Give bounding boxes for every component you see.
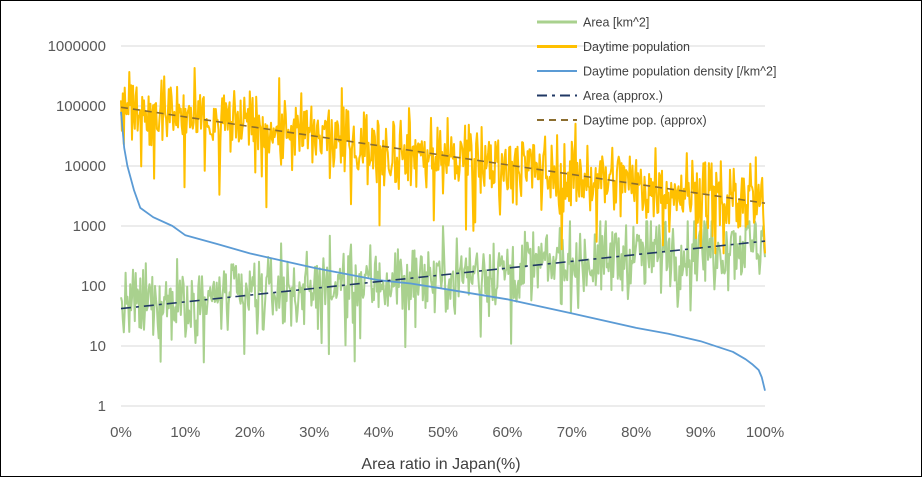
x-tick-label: 70% xyxy=(557,424,587,441)
legend-label-daytime-population: Daytime population xyxy=(583,40,690,54)
legend-label-area-approx: Area (approx.) xyxy=(583,89,663,103)
y-tick-label: 100 xyxy=(81,278,106,295)
legend: Area [km^2] Daytime population Daytime pop… xyxy=(537,16,776,128)
series-line-daytime-population-density-km-2 xyxy=(120,111,766,391)
series-layer xyxy=(120,67,766,391)
legend-label-daytime-pop-approx: Daytime pop. (approx) xyxy=(583,114,707,128)
legend-label-area-km-2: Area [km^2] xyxy=(583,16,649,30)
series-line-daytime-population xyxy=(120,67,766,255)
x-tick-label: 40% xyxy=(364,424,394,441)
series-line-daytime-pop-approx xyxy=(120,106,766,204)
x-tick-label: 80% xyxy=(621,424,651,441)
x-tick-label: 20% xyxy=(235,424,265,441)
y-tick-label: 1000000 xyxy=(48,38,106,55)
x-tick-label: 0% xyxy=(110,424,132,441)
x-tick-label: 50% xyxy=(428,424,458,441)
legend-label-daytime-population-density-km-2: Daytime population density [/km^2] xyxy=(583,65,776,79)
y-tick-label: 1000 xyxy=(73,218,106,235)
y-axis-ticks: 1 10 100 1000 10000 100000 1000000 xyxy=(48,38,106,415)
x-tick-label: 60% xyxy=(492,424,522,441)
y-tick-label: 10 xyxy=(89,338,106,355)
series-line-area-approx xyxy=(120,240,766,310)
x-tick-label: 10% xyxy=(170,424,200,441)
y-tick-label: 1 xyxy=(98,398,106,415)
x-axis-ticks: 0% 10% 20% 30% 40% 50% 60% 70% 80% 90% 100% xyxy=(110,424,784,441)
y-tick-label: 100000 xyxy=(56,98,106,115)
x-tick-label: 30% xyxy=(299,424,329,441)
x-tick-label: 90% xyxy=(686,424,716,441)
series-line-area-km-2 xyxy=(120,220,766,364)
x-tick-label: 100% xyxy=(746,424,784,441)
x-axis-title: Area ratio in Japan(%) xyxy=(361,456,520,473)
y-tick-label: 10000 xyxy=(64,158,106,175)
